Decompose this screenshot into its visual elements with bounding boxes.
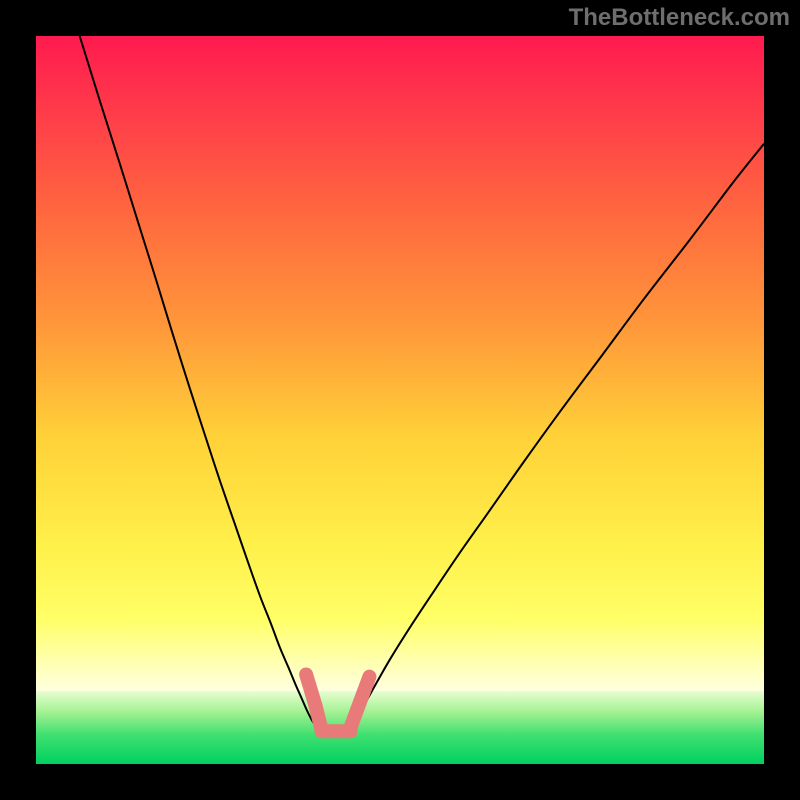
pink-highlight-segments bbox=[306, 674, 369, 731]
pink-segment-4 bbox=[360, 677, 369, 702]
right-bottleneck-curve bbox=[349, 144, 764, 732]
watermark-text: TheBottleneck.com bbox=[569, 4, 790, 32]
chart-frame bbox=[0, 0, 800, 800]
left-bottleneck-curve bbox=[80, 36, 319, 731]
plot-area bbox=[36, 36, 764, 764]
chart-container: TheBottleneck.com bbox=[0, 0, 800, 800]
curve-layer bbox=[36, 36, 764, 764]
